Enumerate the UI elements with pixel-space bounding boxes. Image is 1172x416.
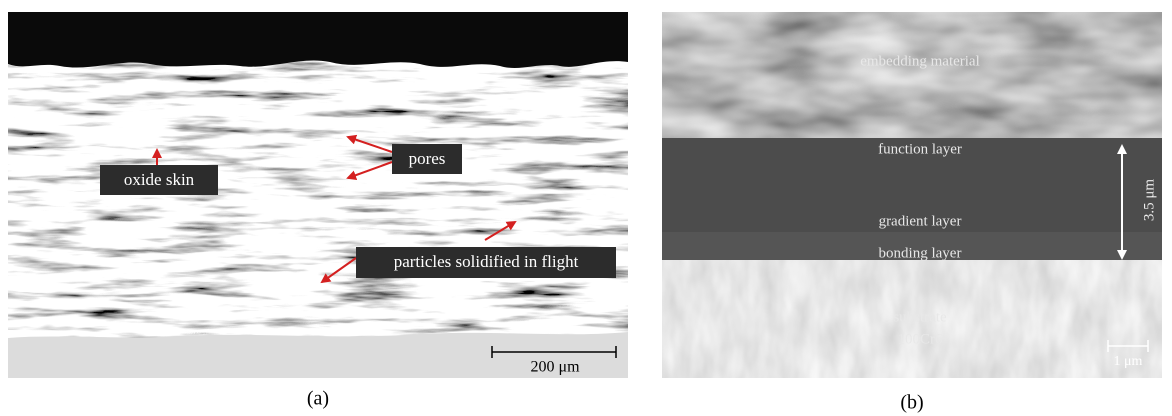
embedding-region	[8, 12, 628, 68]
annotation: 100Cr6	[898, 331, 944, 347]
annotation: bonding layer	[879, 245, 962, 261]
arrow	[484, 220, 517, 241]
micrograph-b	[662, 12, 1162, 378]
annotation: substrate	[893, 309, 947, 325]
panel-caption: (a)	[307, 388, 329, 410]
scale-label: 1 μm	[1114, 354, 1143, 369]
embedding-region	[662, 12, 1162, 140]
annotation: embedding material	[860, 53, 980, 69]
annotation: gradient layer	[879, 213, 962, 229]
annotation: particles solidified in flight	[394, 252, 579, 271]
substrate-region	[662, 260, 1162, 378]
arrow	[320, 257, 357, 284]
arrow	[346, 161, 393, 180]
scale-bar	[491, 346, 617, 358]
annotation: pores	[409, 149, 446, 168]
annotation: oxide skin	[124, 170, 195, 189]
arrow	[346, 134, 393, 153]
panel-caption: (b)	[900, 392, 923, 414]
label-box	[356, 247, 616, 278]
substrate-region	[8, 332, 628, 378]
label-box	[392, 144, 462, 174]
label-box	[100, 165, 218, 195]
annotation: function layer	[878, 141, 962, 157]
gradient-region	[662, 232, 1162, 260]
scale-bar	[1107, 340, 1149, 352]
scale-label: 200 μm	[530, 359, 580, 376]
thickness-label: 3.5 μm	[1141, 179, 1157, 222]
